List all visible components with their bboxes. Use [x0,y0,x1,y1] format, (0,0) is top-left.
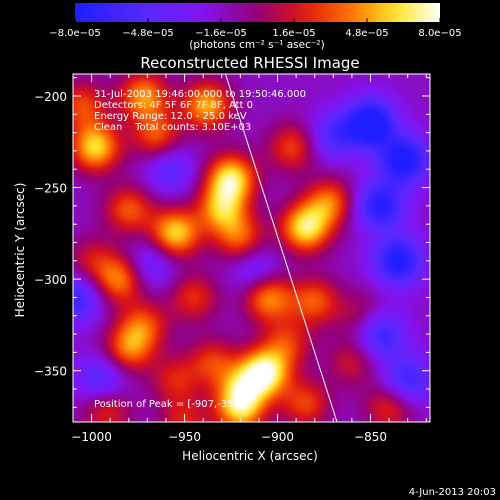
y-tick-label: −350 [34,365,67,379]
colorbar-tick-label: −1.6e−05 [195,28,247,39]
x-axis-label: Heliocentric X (arcsec) [182,449,318,463]
colorbar-units-label: (photons cm⁻² s⁻¹ asec⁻²) [189,39,324,51]
heatmap-area [73,74,430,422]
info-line-1: 31-Jul-2003 19:46:00.000 to 19:50:46.000 [94,89,306,100]
colorbar-tick-label: 1.6e−05 [272,28,315,39]
heatmap-image [73,74,430,422]
x-tick-label: −850 [354,430,387,444]
colorbar-tick-label: 4.8e−05 [345,28,388,39]
peak-position-label: Position of Peak = [-907,-351] [94,399,244,410]
x-tick-label: −1000 [71,430,112,444]
info-line-4: Clean Total counts: 3.10E+03 [94,122,251,133]
y-tick-label: −200 [34,90,67,104]
colorbar [75,3,440,22]
axis-ticks: −1000 −950 −900 −850 −200 −250 −300 −350 [34,74,430,444]
colorbar-tick-label: 8.0e−05 [418,28,461,39]
plot-frame [72,73,431,423]
x-tick-label: −900 [261,430,294,444]
info-line-2: Detectors: 4F 5F 6F 7F 8F, Att 0 [94,100,253,111]
colorbar-ticks: −8.0e−05 −4.8e−05 −1.6e−05 1.6e−05 4.8e−05 8.… [49,18,462,39]
colorbar-tick-label: −8.0e−05 [49,28,101,39]
footer-date: 4-Jun-2013 20:03 [409,487,496,498]
colorbar-tick-label: −4.8e−05 [122,28,174,39]
y-axis-label: Heliocentric Y (arcsec) [13,183,27,318]
info-line-3: Energy Range: 12.0 - 25.0 keV [94,111,247,122]
chart-title: Reconstructed RHESSI Image [140,54,359,72]
y-tick-label: −300 [34,273,67,287]
y-tick-label: −250 [34,182,67,196]
solar-limb-line [224,74,338,422]
x-tick-label: −950 [168,430,201,444]
